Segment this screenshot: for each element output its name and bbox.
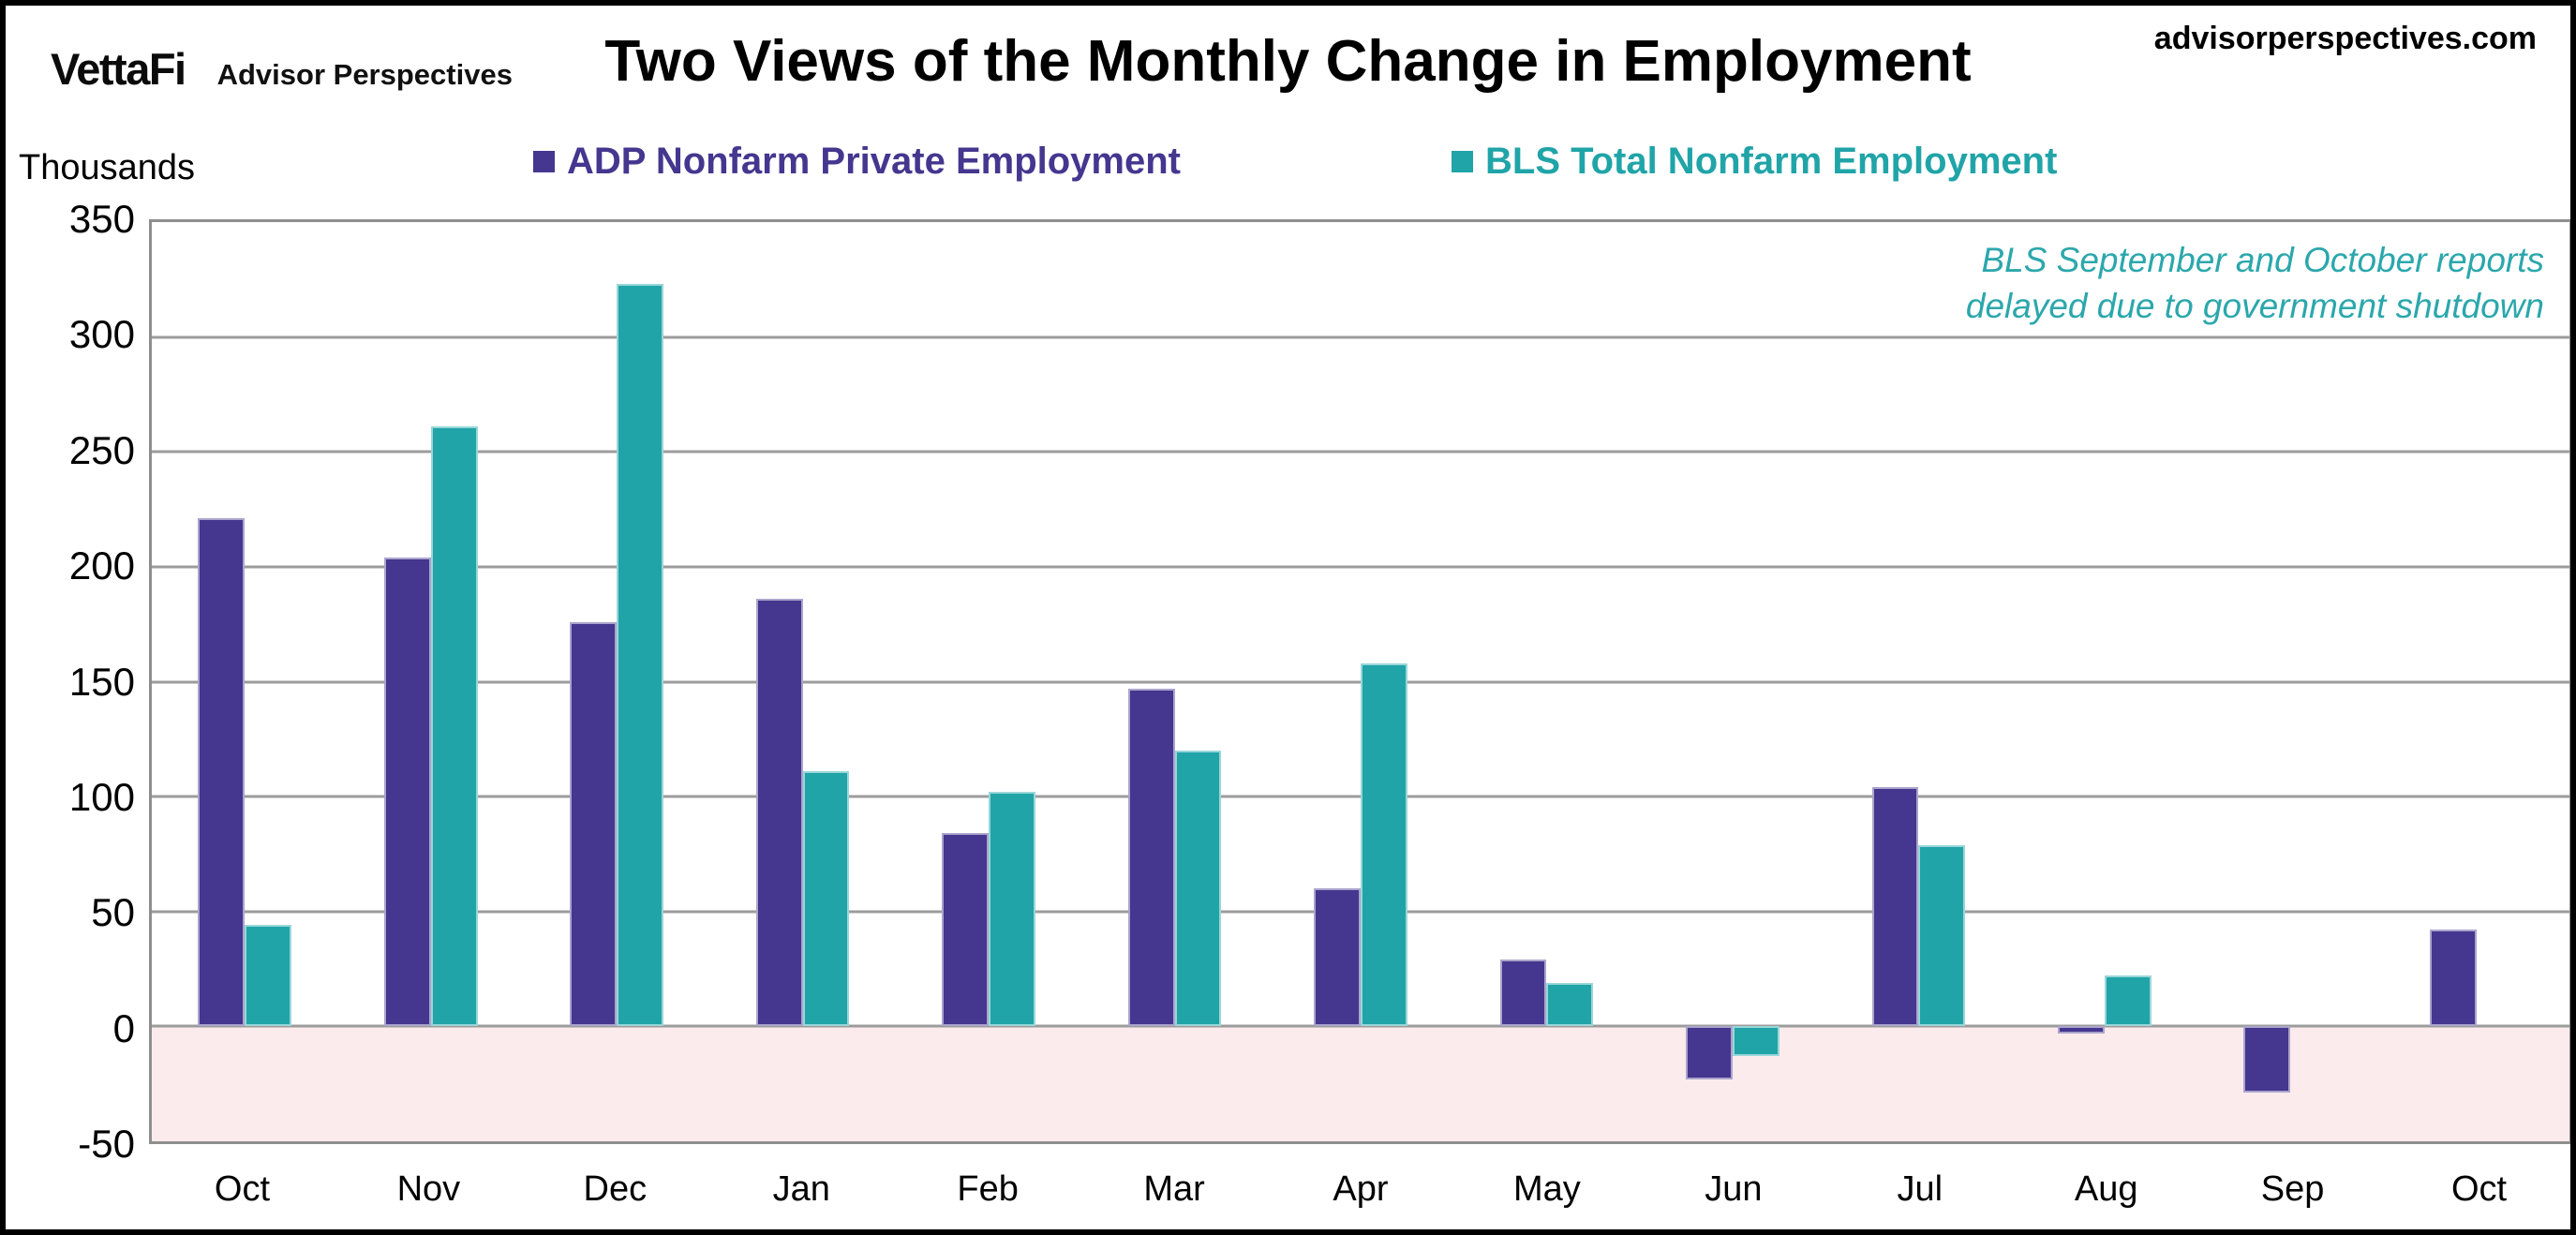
y-axis-unit-label: Thousands (19, 148, 196, 187)
y-tick-300: 300 (68, 312, 135, 357)
bar-adp-oct-12 (2429, 930, 2477, 1027)
x-label-jan-3: Jan (772, 1169, 830, 1209)
bar-adp-feb-4 (942, 833, 990, 1027)
x-label-apr-6: Apr (1333, 1169, 1389, 1209)
shutdown-annotation: BLS September and October reports delayed… (1966, 238, 2544, 330)
legend-item-bls: BLS Total Nonfarm Employment (1452, 141, 2057, 183)
y-tick-150: 150 (68, 659, 135, 704)
x-label-oct-12: Oct (2450, 1169, 2508, 1209)
adp-legend-marker (533, 151, 555, 172)
y-tick-0: 0 (112, 1005, 135, 1050)
bar-bls-aug-10 (2104, 975, 2152, 1027)
gridline-0 (152, 1024, 2569, 1028)
bar-adp-sep-11 (2243, 1026, 2291, 1094)
bar-bls-feb-4 (989, 792, 1035, 1027)
bls-legend-marker (1452, 151, 1473, 172)
bar-adp-dec-2 (570, 621, 618, 1027)
gridline-200 (152, 565, 2569, 569)
bar-bls-apr-6 (1361, 662, 1407, 1027)
website-url: advisorperspectives.com (2153, 21, 2537, 56)
bar-adp-mar-5 (1127, 688, 1175, 1027)
negative-region (152, 1026, 2569, 1141)
bar-bls-oct-0 (245, 925, 292, 1027)
y-tick-200: 200 (68, 543, 135, 588)
vettafi-logo-text: VettaFi (51, 44, 186, 94)
y-tick--50: -50 (78, 1122, 135, 1166)
shutdown-annotation-line: delayed due to government shutdown (1965, 286, 2544, 325)
bar-bls-dec-2 (617, 284, 664, 1027)
x-label-dec-2: Dec (583, 1169, 648, 1209)
bar-bls-jul-9 (1918, 844, 1966, 1027)
bar-bls-nov-1 (430, 426, 478, 1027)
bar-adp-jun-8 (1686, 1026, 1733, 1079)
x-label-may-7: May (1513, 1169, 1581, 1209)
bar-adp-apr-6 (1314, 888, 1361, 1027)
y-tick-100: 100 (68, 774, 135, 819)
x-label-mar-5: Mar (1143, 1169, 1205, 1209)
bar-adp-oct-0 (198, 518, 246, 1027)
chart-title: Two Views of the Monthly Change in Emplo… (604, 29, 1972, 94)
bar-bls-mar-5 (1174, 751, 1222, 1027)
bar-bls-jan-3 (802, 771, 850, 1027)
shutdown-annotation-line: BLS September and October reports (1981, 241, 2544, 279)
bar-bls-may-7 (1546, 982, 1594, 1027)
x-label-feb-4: Feb (957, 1169, 1019, 1209)
x-label-jul-9: Jul (1897, 1169, 1943, 1209)
bar-adp-nov-1 (383, 558, 431, 1027)
bls-legend-label: BLS Total Nonfarm Employment (1485, 141, 2058, 182)
x-label-oct-0: Oct (214, 1169, 271, 1209)
vettafi-logo: VettaFi Advisor Perspectives (51, 43, 513, 95)
y-tick-350: 350 (68, 197, 135, 241)
x-label-sep-11: Sep (2260, 1169, 2325, 1209)
x-label-aug-10: Aug (2074, 1169, 2138, 1209)
bar-adp-jan-3 (755, 599, 803, 1027)
gridline-250 (152, 450, 2569, 454)
x-label-jun-8: Jun (1705, 1169, 1763, 1209)
y-tick-50: 50 (91, 890, 135, 935)
gridline-300 (152, 335, 2569, 339)
plot-area (149, 219, 2570, 1144)
bar-bls-jun-8 (1732, 1026, 1779, 1057)
y-tick-250: 250 (68, 427, 135, 472)
bar-adp-may-7 (1499, 960, 1547, 1027)
legend: ADP Nonfarm Private Employment BLS Total… (6, 141, 2570, 187)
bar-adp-aug-10 (2057, 1026, 2105, 1034)
legend-item-adp: ADP Nonfarm Private Employment (533, 141, 1181, 183)
bar-adp-jul-9 (1871, 787, 1919, 1027)
x-label-nov-1: Nov (396, 1169, 461, 1209)
advisor-perspectives-logo-text: Advisor Perspectives (216, 58, 513, 91)
adp-legend-label: ADP Nonfarm Private Employment (567, 141, 1181, 182)
